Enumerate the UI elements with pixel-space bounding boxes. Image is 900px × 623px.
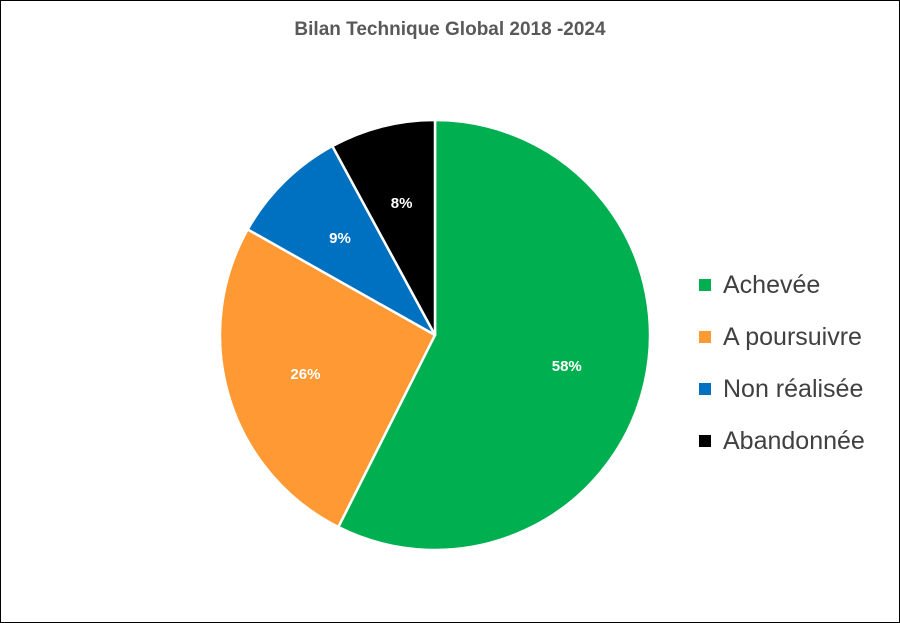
pie-slice-2 <box>218 228 437 529</box>
legend-label: Abandonnée <box>723 426 865 455</box>
data-label-3: 9% <box>329 230 351 247</box>
data-label-4: 8% <box>391 195 413 212</box>
pie-slice-3 <box>246 144 437 337</box>
data-label-2: 26% <box>290 366 320 383</box>
chart-title: Bilan Technique Global 2018 -2024 <box>294 19 606 40</box>
legend-label: Achevée <box>723 270 821 299</box>
chart-legend: Achevée A poursuivre Non réalisée Abandonné… <box>699 269 865 457</box>
pie-slice-1 <box>337 118 652 552</box>
legend-item-4: Abandonnée <box>699 425 865 457</box>
legend-swatch <box>699 383 711 395</box>
legend-label: Non réalisée <box>723 374 864 403</box>
data-label-1: 58% <box>552 358 582 375</box>
legend-item-2: A poursuivre <box>699 321 865 353</box>
legend-swatch <box>699 279 711 291</box>
legend-swatch <box>699 331 711 343</box>
legend-label: A poursuivre <box>723 322 862 351</box>
pie-slice-4 <box>331 118 437 337</box>
legend-item-3: Non réalisée <box>699 373 865 405</box>
legend-swatch <box>699 435 711 447</box>
legend-item-1: Achevée <box>699 269 865 301</box>
